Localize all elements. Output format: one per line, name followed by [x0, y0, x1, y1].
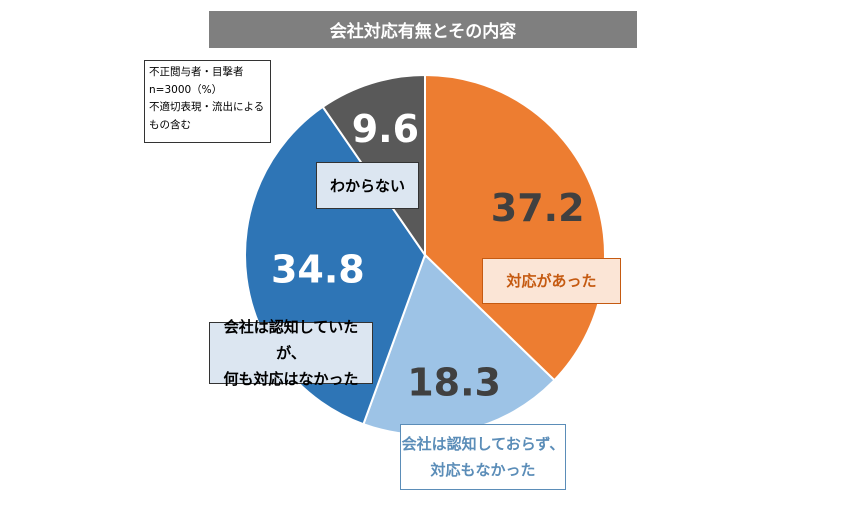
slice-value-label-1: 37.2	[491, 186, 585, 230]
note-line-1: 不正閲与者・目撃者	[149, 66, 244, 78]
note-line-3: 不適切表現・流出による	[149, 101, 265, 113]
label-aware-no-action-line1: 会社は認知していたが、	[223, 318, 359, 362]
label-unaware-line2: 対応もなかった	[430, 461, 536, 479]
slice-value-label-3: 34.8	[271, 248, 365, 292]
label-unknown-text: わからない	[329, 176, 405, 195]
slice-value-label-4: 9.6	[352, 107, 419, 151]
note-line-2: n=3000（%）	[149, 83, 223, 96]
label-unknown: わからない	[316, 162, 419, 209]
label-responded-text: 対応があった	[506, 272, 597, 290]
slice-value-label-2: 18.3	[407, 360, 501, 404]
note-line-4: もの含む	[149, 118, 191, 131]
label-aware-no-action: 会社は認知していたが、 何も対応はなかった	[209, 318, 373, 388]
note-box: 不正閲与者・目撃者 n=3000（%） 不適切表現・流出による もの含む	[144, 60, 271, 143]
label-unaware-no-action: 会社は認知しておらず、 対応もなかった	[400, 424, 566, 490]
label-aware-no-action-line2: 何も対応はなかった	[223, 370, 359, 388]
label-responded: 対応があった	[482, 258, 621, 304]
label-unaware-line1: 会社は認知しておらず、	[401, 435, 565, 453]
chart-title: 会社対応有無とその内容	[209, 11, 637, 48]
